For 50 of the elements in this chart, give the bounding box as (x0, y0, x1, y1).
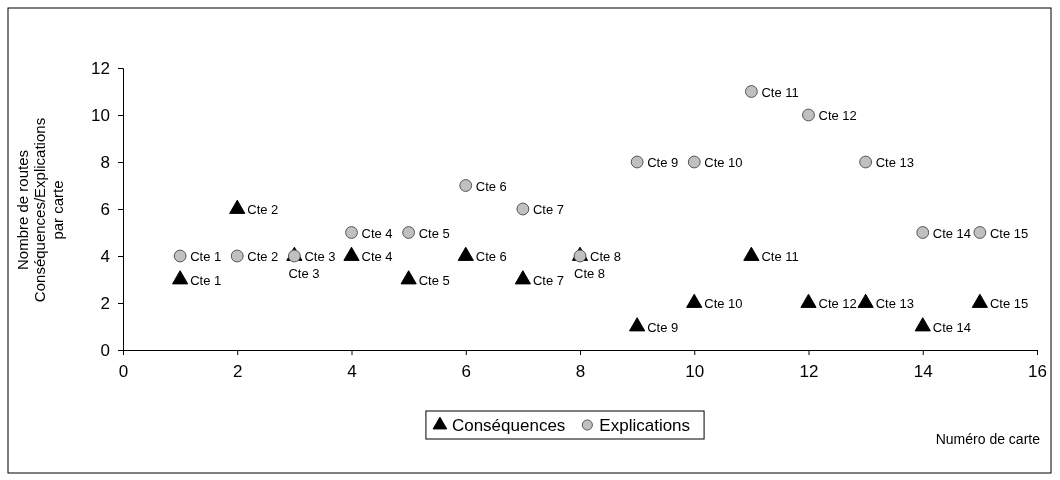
data-label: Cte 1 (190, 272, 222, 288)
data-label: Cte 5 (418, 225, 450, 241)
data-label: Cte 12 (818, 296, 857, 311)
y-tick-label: 8 (100, 152, 110, 172)
data-label: Cte 8 (574, 266, 606, 281)
data-label: Cte 1 (190, 249, 222, 264)
x-tick-label: 12 (799, 361, 819, 381)
data-label: Cte 4 (361, 225, 393, 241)
data-label: Cte 7 (532, 202, 564, 217)
y-tick-label: 12 (90, 58, 110, 78)
x-tick-label: 6 (461, 361, 471, 381)
data-label: Cte 12 (818, 108, 857, 123)
data-label: Cte 6 (475, 178, 507, 194)
data-label: Cte 3 (288, 266, 320, 281)
x-tick-label: 14 (913, 361, 933, 381)
legend-label: Conséquences (451, 416, 566, 435)
y-tick-label: 10 (90, 105, 110, 125)
data-label: Cte 5 (418, 272, 450, 288)
data-label: Cte 2 (247, 202, 279, 217)
data-label: Cte 14 (932, 225, 972, 241)
data-label: Cte 13 (875, 296, 914, 311)
data-label: Cte 15 (989, 296, 1029, 311)
y-tick-label: 4 (100, 246, 110, 266)
data-label: Cte 6 (475, 249, 507, 264)
data-label: Cte 11 (761, 84, 799, 100)
data-label: Cte 10 (704, 155, 743, 170)
x-tick-label: 10 (685, 361, 705, 381)
data-label: Cte 10 (704, 296, 743, 311)
data-label: Cte 13 (875, 155, 914, 170)
data-label: Cte 2 (247, 249, 279, 264)
data-label: Cte 7 (532, 272, 564, 288)
x-tick-label: 8 (575, 361, 586, 381)
data-label: Cte 9 (647, 155, 679, 170)
y-tick-label: 2 (100, 293, 110, 313)
y-tick-label: 0 (100, 340, 110, 360)
data-label: Cte 9 (647, 319, 679, 335)
data-label: Cte 4 (361, 249, 393, 264)
legend-label: Explications (599, 416, 691, 435)
x-axis-title: Numéro de carte (935, 431, 1041, 447)
y-tick-label: 6 (100, 199, 110, 219)
data-label: Cte 11 (761, 249, 799, 264)
data-label: Cte 15 (989, 225, 1029, 241)
x-tick-label: 16 (1028, 361, 1047, 381)
x-tick-label: 2 (233, 361, 243, 381)
data-label: Cte 8 (590, 249, 622, 264)
x-tick-label: 4 (347, 361, 357, 381)
x-tick-label: 0 (118, 361, 129, 381)
data-label: Cte 14 (932, 319, 972, 335)
y-axis-title: Nombre de routes Conséquences/Explications par carte (14, 117, 66, 303)
data-label: Cte 3 (304, 249, 336, 264)
